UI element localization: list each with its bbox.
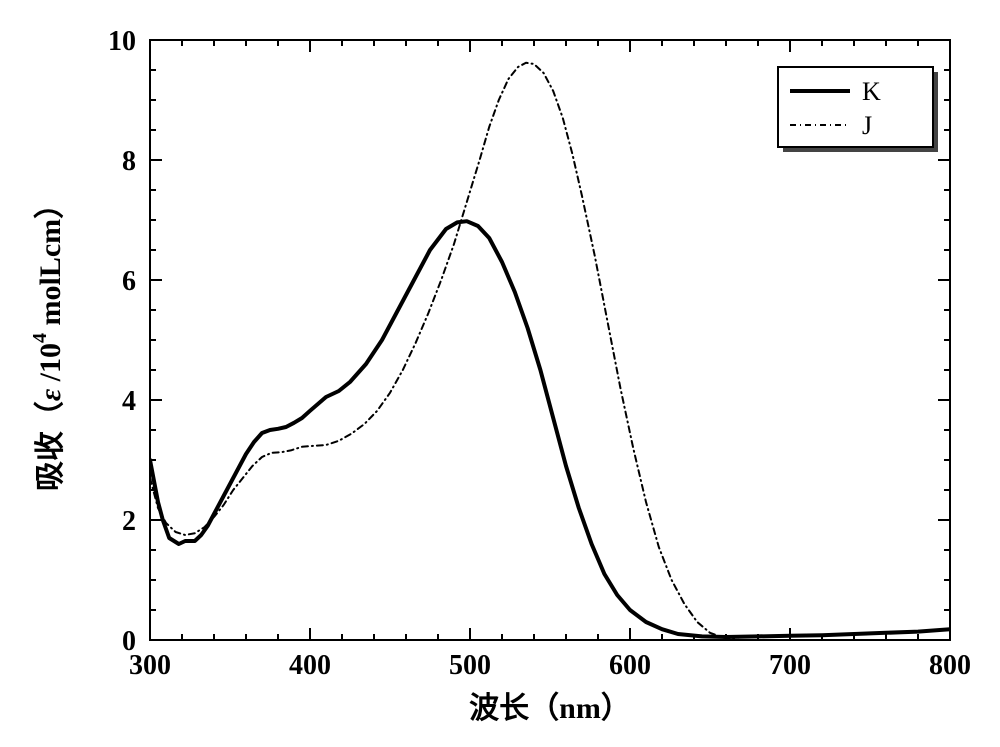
- y-tick-label: 8: [122, 146, 136, 177]
- legend-label-K: K: [862, 77, 881, 106]
- chart-svg: 3004005006007008000246810波长（nm）吸收（ε /104…: [0, 0, 1000, 747]
- x-tick-label: 600: [609, 650, 651, 681]
- x-tick-label: 800: [929, 650, 971, 681]
- y-tick-label: 10: [108, 26, 136, 57]
- legend-label-J: J: [862, 111, 872, 140]
- y-tick-label: 0: [122, 626, 136, 657]
- x-tick-label: 400: [289, 650, 331, 681]
- x-tick-label: 700: [769, 650, 811, 681]
- y-tick-label: 4: [122, 386, 136, 417]
- x-axis-label: 波长（nm）: [469, 691, 631, 725]
- y-tick-label: 6: [122, 266, 136, 297]
- x-tick-label: 500: [449, 650, 491, 681]
- absorption-spectrum-chart: 3004005006007008000246810波长（nm）吸收（ε /104…: [0, 0, 1000, 747]
- y-tick-label: 2: [122, 506, 136, 537]
